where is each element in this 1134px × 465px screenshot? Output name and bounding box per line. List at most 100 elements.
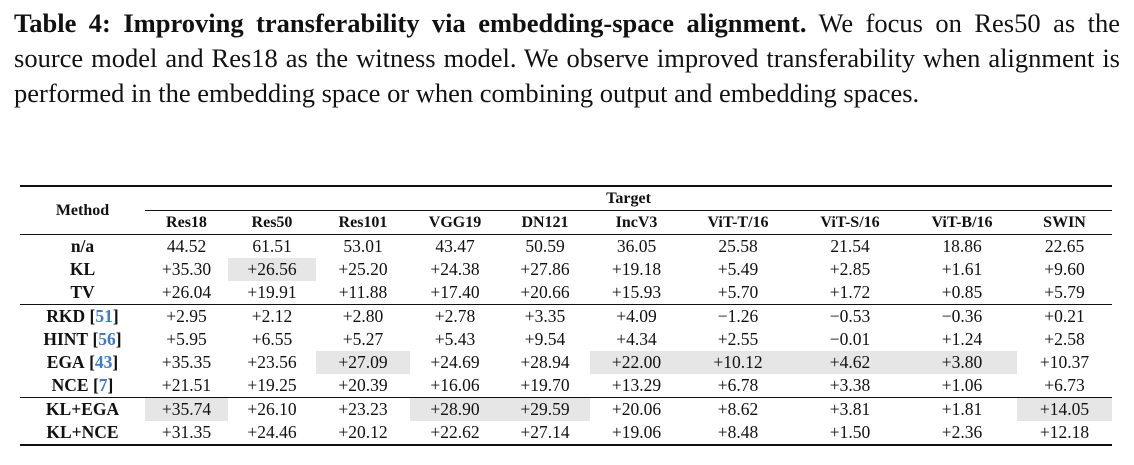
- value-cell: +9.54: [524, 329, 566, 349]
- citation: [7]: [92, 375, 114, 395]
- value-cell: +19.91: [228, 281, 316, 305]
- method-name: EGA: [46, 352, 85, 372]
- value-cell: +3.80: [907, 351, 1017, 374]
- value-cell: +2.78: [434, 306, 476, 326]
- value-cell: +5.43: [434, 329, 476, 349]
- group-header: Target: [145, 185, 1113, 211]
- value-cell: +9.60: [1044, 259, 1085, 279]
- value-cell: +20.66: [500, 281, 590, 305]
- method-name: RKD: [46, 306, 86, 326]
- value-cell: +27.14: [500, 421, 590, 446]
- caption-text: We focus on Res50 as the source model an…: [14, 8, 1120, 108]
- value-cell: +2.80: [342, 306, 384, 326]
- value-cell: −0.53: [829, 306, 871, 326]
- value-cell: +3.38: [793, 374, 907, 398]
- value-cell: +31.35: [145, 421, 228, 446]
- method-cell: n/a: [20, 235, 145, 259]
- value-cell: +19.25: [228, 374, 316, 398]
- value-cell: +24.38: [430, 259, 480, 279]
- method-cell: NCE [7]: [20, 374, 145, 398]
- value-cell: +2.85: [829, 259, 871, 279]
- value-cell: +1.81: [941, 399, 983, 419]
- value-cell: +20.12: [316, 421, 410, 446]
- table-row: NCE [7] +21.51 +19.25 +20.39 +16.06 +19.70 +13…: [20, 374, 1113, 398]
- value-cell: +0.85: [907, 281, 1017, 305]
- value-cell: +1.50: [793, 421, 907, 446]
- value-cell: 61.51: [252, 236, 292, 256]
- table-row: TV +26.04 +19.91 +11.88 +17.40 +20.66 +15.93 +5…: [20, 281, 1113, 305]
- value-cell: +2.95: [166, 306, 207, 326]
- value-cell: 25.58: [718, 236, 758, 256]
- value-cell: +6.78: [683, 374, 793, 398]
- method-cell: RKD [51]: [20, 305, 145, 329]
- value-cell: 21.54: [830, 236, 870, 256]
- value-cell: +1.72: [793, 281, 907, 305]
- value-cell: +35.74: [145, 397, 228, 421]
- method-name: KL+NCE: [46, 422, 119, 442]
- value-cell: +5.27: [342, 329, 384, 349]
- value-cell: +19.70: [500, 374, 590, 398]
- column-header: Res50: [228, 210, 316, 235]
- value-cell: +15.93: [590, 281, 683, 305]
- caption: Table 4: Improving transferability via e…: [14, 6, 1120, 111]
- value-cell: +28.94: [520, 352, 570, 372]
- table-row: KL+NCE +31.35 +24.46 +20.12 +22.62 +27.14 +19.…: [20, 421, 1113, 446]
- value-cell: +6.55: [251, 329, 293, 349]
- citation: [43]: [89, 352, 119, 372]
- value-cell: 18.86: [942, 236, 982, 256]
- value-cell: 50.59: [525, 236, 565, 256]
- method-name: NCE: [51, 375, 89, 395]
- value-cell: +29.59: [500, 397, 590, 421]
- value-cell: +24.69: [430, 352, 480, 372]
- value-cell: +5.70: [683, 281, 793, 305]
- column-header: VGG19: [410, 210, 500, 235]
- value-cell: +13.29: [590, 374, 683, 398]
- value-cell: +27.86: [520, 259, 570, 279]
- value-cell: +11.88: [316, 281, 410, 305]
- value-cell: +20.39: [316, 374, 410, 398]
- value-cell: +4.62: [793, 351, 907, 374]
- value-cell: +8.62: [717, 399, 759, 419]
- value-cell: +26.04: [145, 281, 228, 305]
- column-header: ViT-S/16: [793, 210, 907, 235]
- value-cell: +22.00: [590, 351, 683, 374]
- value-cell: +21.51: [145, 374, 228, 398]
- value-cell: +1.61: [941, 259, 983, 279]
- column-header: IncV3: [590, 210, 683, 235]
- value-cell: +25.20: [338, 259, 388, 279]
- header-row: Method Target: [20, 185, 1113, 235]
- value-cell: +28.90: [410, 397, 500, 421]
- value-cell: +19.06: [590, 421, 683, 446]
- value-cell: 53.01: [343, 236, 383, 256]
- value-cell: +5.49: [717, 259, 759, 279]
- table-row: HINT [56] +5.95 +6.55 +5.27 +5.43 +9.54 +4.34 +…: [20, 328, 1112, 351]
- value-cell: +2.58: [1044, 329, 1085, 349]
- value-cell: +5.95: [166, 329, 207, 349]
- value-cell: +23.56: [247, 352, 297, 372]
- value-cell: +8.48: [683, 421, 793, 446]
- table-row: EGA [43] +35.35 +23.56 +27.09 +24.69 +28.94 +2…: [20, 351, 1112, 374]
- column-header: ViT-B/16: [907, 210, 1017, 235]
- column-header: Res101: [316, 210, 410, 235]
- value-cell: +35.30: [161, 259, 212, 279]
- method-header: Method: [20, 185, 145, 235]
- results-table: Method Target Res18 Res50 Res101 VGG19 DN121 In…: [20, 185, 1113, 446]
- value-cell: +0.21: [1044, 306, 1085, 326]
- table-row: KL +35.30 +26.56 +25.20 +24.38 +27.86 +19.18 +5…: [20, 258, 1112, 281]
- value-cell: −1.26: [717, 306, 759, 326]
- method-cell: EGA [43]: [20, 351, 145, 374]
- citation: [51]: [89, 306, 119, 326]
- value-cell: +4.34: [616, 329, 657, 349]
- value-cell: +5.79: [1017, 281, 1113, 305]
- value-cell: +3.35: [524, 306, 566, 326]
- method-cell: KL+EGA: [20, 398, 145, 422]
- value-cell: +19.18: [611, 259, 662, 279]
- header-row: Res18 Res50 Res101 VGG19 DN121 IncV3 ViT-T/16 V…: [20, 210, 1113, 235]
- value-cell: 22.65: [1044, 236, 1085, 256]
- value-cell: +35.35: [161, 352, 212, 372]
- column-header: ViT-T/16: [683, 210, 793, 235]
- value-cell: +2.12: [251, 306, 293, 326]
- value-cell: 43.47: [435, 236, 475, 256]
- method-cell: TV: [20, 281, 145, 305]
